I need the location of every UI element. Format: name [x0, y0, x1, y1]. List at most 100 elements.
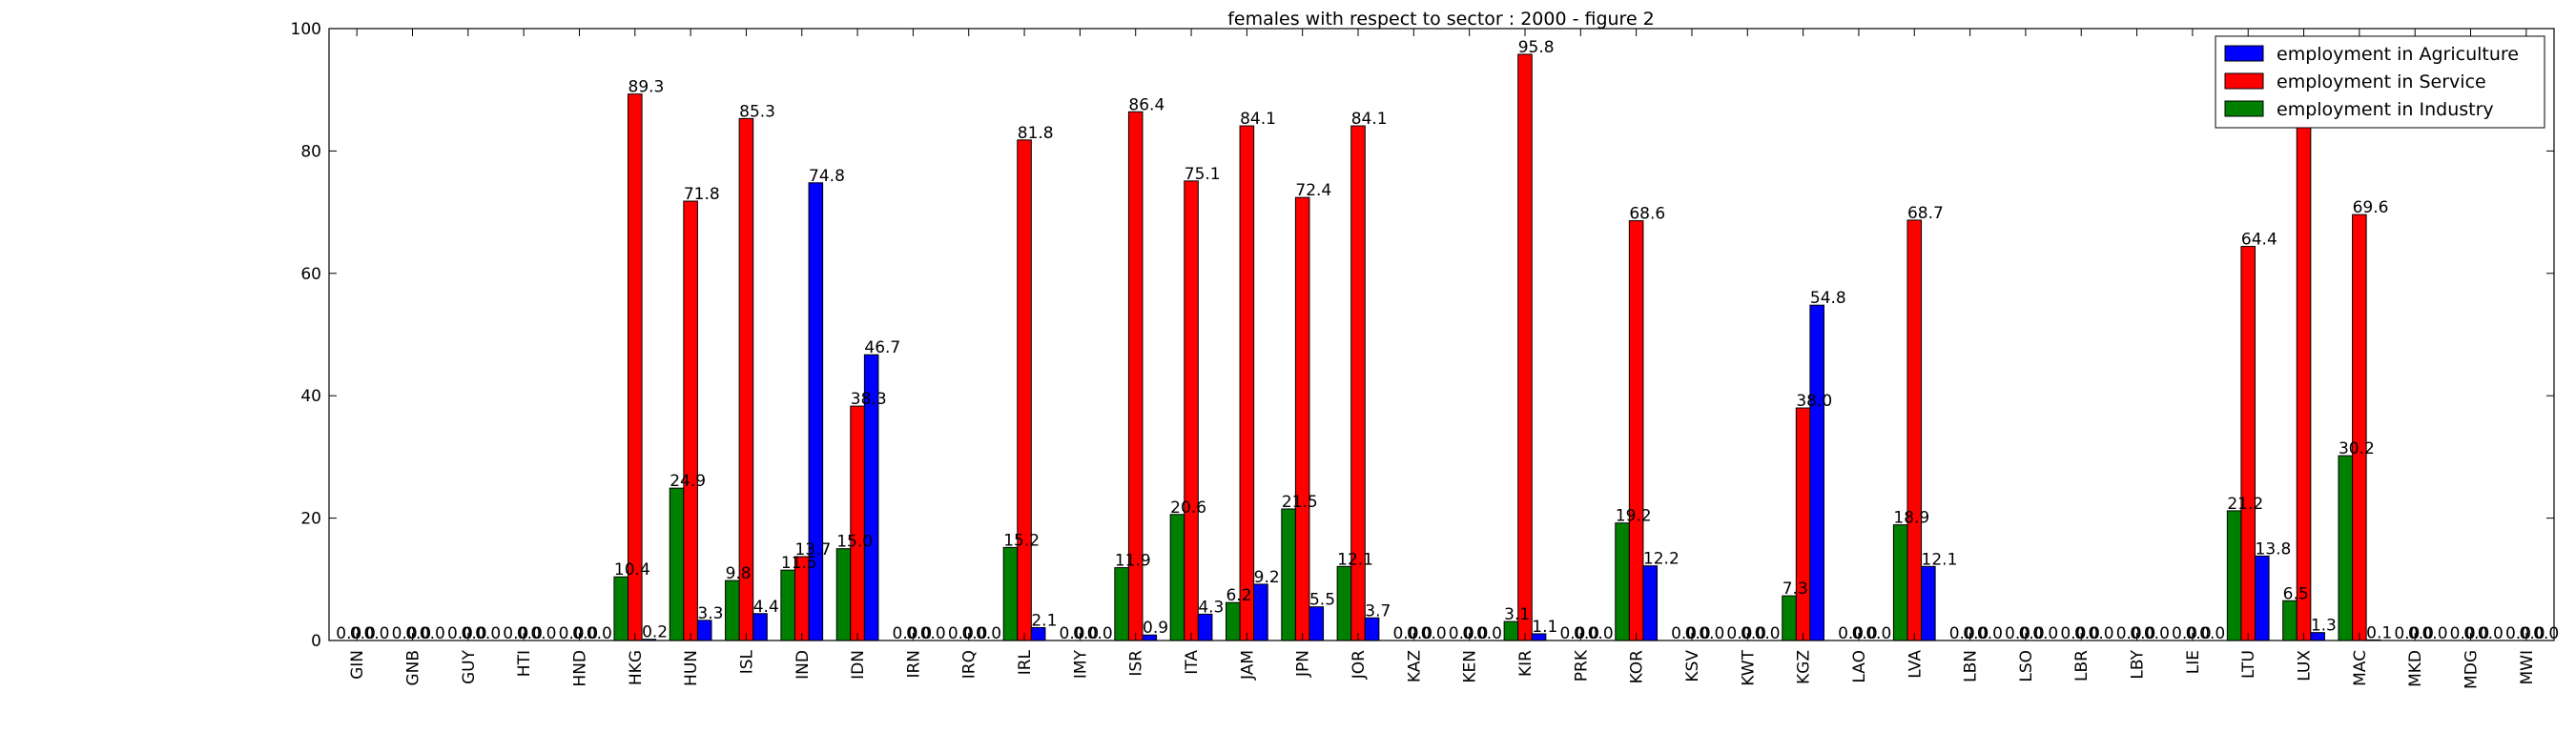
bar-isl-2: [752, 613, 768, 641]
x-tick-label: IMY: [1071, 649, 1090, 679]
bar-value-label: 0.0: [503, 624, 528, 643]
x-tick-label: KWT: [1739, 649, 1758, 685]
bar-value-label: 0.0: [1462, 624, 1488, 643]
bar-value-label: 0.0: [1559, 624, 1585, 643]
bar-value-label: 0.0: [1574, 624, 1599, 643]
bar-kir-1: [1517, 53, 1533, 641]
plot-frame: [328, 28, 2555, 641]
bar-value-label: 0.0: [1865, 624, 1891, 643]
bar-value-label: 68.6: [1629, 205, 1665, 224]
bar-value-label: 0.0: [530, 624, 556, 643]
bar-value-label: 13.7: [794, 540, 831, 559]
bar-value-label: 0.0: [2019, 624, 2045, 643]
bar-kor-1: [1628, 220, 1644, 641]
bar-value-label: 6.5: [2283, 584, 2309, 603]
bar-value-label: 0.0: [2130, 624, 2155, 643]
x-tick-label: PRK: [1572, 649, 1591, 681]
bar-ltu-2: [2255, 555, 2270, 641]
x-tick-label: JOR: [1350, 650, 1369, 680]
x-tick-label: KGZ: [1795, 650, 1814, 684]
bar-value-label: 4.4: [753, 598, 779, 617]
x-tick-label: LUX: [2296, 650, 2315, 681]
bar-value-label: 13.8: [2256, 539, 2292, 559]
x-tick-label: GUY: [460, 649, 479, 684]
bar-jam-1: [1239, 125, 1255, 641]
bar-value-label: 89.3: [629, 78, 665, 97]
bar-value-label: 0.0: [2172, 624, 2197, 643]
bar-value-label: 0.0: [1392, 624, 1418, 643]
bar-value-label: 72.4: [1295, 181, 1331, 200]
bar-value-label: 0.0: [1073, 624, 1099, 643]
bar-value-label: 0.0: [475, 624, 501, 643]
x-tick-label: MKD: [2406, 650, 2425, 687]
bar-value-label: 0.0: [405, 624, 431, 643]
bar-lux-1: [2296, 75, 2312, 641]
bar-value-label: 0.0: [2032, 624, 2058, 643]
bar-kor-2: [1642, 565, 1659, 641]
bar-value-label: 0.0: [447, 624, 473, 643]
bar-value-label: 0.0: [2478, 624, 2504, 643]
bar-value-label: 0.0: [2505, 624, 2531, 643]
bar-jor-0: [1336, 565, 1352, 641]
bar-jpn-0: [1281, 508, 1296, 641]
x-tick-label: JAM: [1238, 650, 1257, 681]
x-tick-label: MDG: [2463, 650, 2482, 689]
y-tick-label: 60: [300, 265, 321, 284]
bar-value-label: 0.0: [1476, 624, 1502, 643]
bar-value-label: 0.0: [1699, 624, 1724, 643]
bar-hkg-0: [613, 576, 629, 641]
bar-value-label: 0.0: [1838, 624, 1864, 643]
bar-value-label: 15.0: [836, 533, 873, 552]
bar-lva-0: [1892, 524, 1908, 641]
bar-kor-0: [1615, 522, 1630, 641]
x-tick-label: KAZ: [1405, 650, 1424, 682]
bar-value-label: 0.0: [572, 624, 598, 643]
bar-value-label: 0.0: [336, 624, 361, 643]
bar-value-label: 0.0: [1741, 624, 1766, 643]
bar-value-label: 84.1: [1351, 110, 1388, 129]
x-tick-label: LBN: [1962, 650, 1981, 682]
bar-value-label: 0.0: [1449, 624, 1474, 643]
bar-value-label: 0.0: [1755, 624, 1781, 643]
x-tick-label: MAC: [2351, 650, 2370, 686]
bar-value-label: 0.0: [2421, 624, 2447, 643]
bar-value-label: 0.0: [1671, 624, 1697, 643]
bar-isl-0: [725, 580, 740, 641]
x-tick-label: MWI: [2518, 650, 2537, 685]
bar-value-label: 0.0: [1087, 624, 1113, 643]
x-tick-label: KOR: [1628, 650, 1647, 684]
bar-jam-2: [1253, 583, 1268, 641]
bar-hun-0: [669, 487, 685, 641]
bar-value-label: 38.0: [1796, 392, 1832, 411]
bar-value-label: 0.0: [2450, 624, 2476, 643]
bar-value-label: 0.0: [1407, 624, 1432, 643]
bar-value-label: 0.0: [2408, 624, 2434, 643]
bar-idn-0: [835, 548, 852, 641]
x-tick-label: GNB: [403, 650, 422, 686]
bar-value-label: 0.0: [2060, 624, 2086, 643]
bar-value-label: 0.0: [392, 624, 418, 643]
x-tick-label: KIR: [1516, 650, 1535, 677]
legend-box: [2215, 35, 2545, 129]
bar-idn-1: [850, 405, 865, 641]
bar-value-label: 0.0: [1421, 624, 1447, 643]
bar-jpn-1: [1294, 196, 1310, 641]
x-tick-label: IRQ: [960, 650, 979, 679]
bar-value-label: 0.0: [1977, 624, 2003, 643]
bar-isl-1: [738, 117, 754, 641]
bar-hkg-1: [628, 93, 643, 641]
x-tick-label: LBR: [2072, 650, 2092, 681]
bar-value-label: 20.6: [1170, 498, 1206, 518]
x-tick-label: GIN: [348, 650, 367, 680]
chart-title: females with respect to sector : 2000 - …: [1227, 9, 1655, 30]
bar-value-label: 21.2: [2227, 495, 2263, 514]
bar-value-label: 81.8: [1018, 124, 1054, 143]
x-tick-label: HTI: [515, 650, 534, 677]
bar-value-label: 5.5: [1309, 591, 1335, 610]
y-tick-label: 80: [300, 142, 321, 161]
bar-value-label: 85.3: [739, 102, 775, 121]
bar-value-label: 0.0: [559, 624, 585, 643]
bar-lva-2: [1921, 565, 1936, 641]
legend-swatch: [2224, 45, 2264, 62]
